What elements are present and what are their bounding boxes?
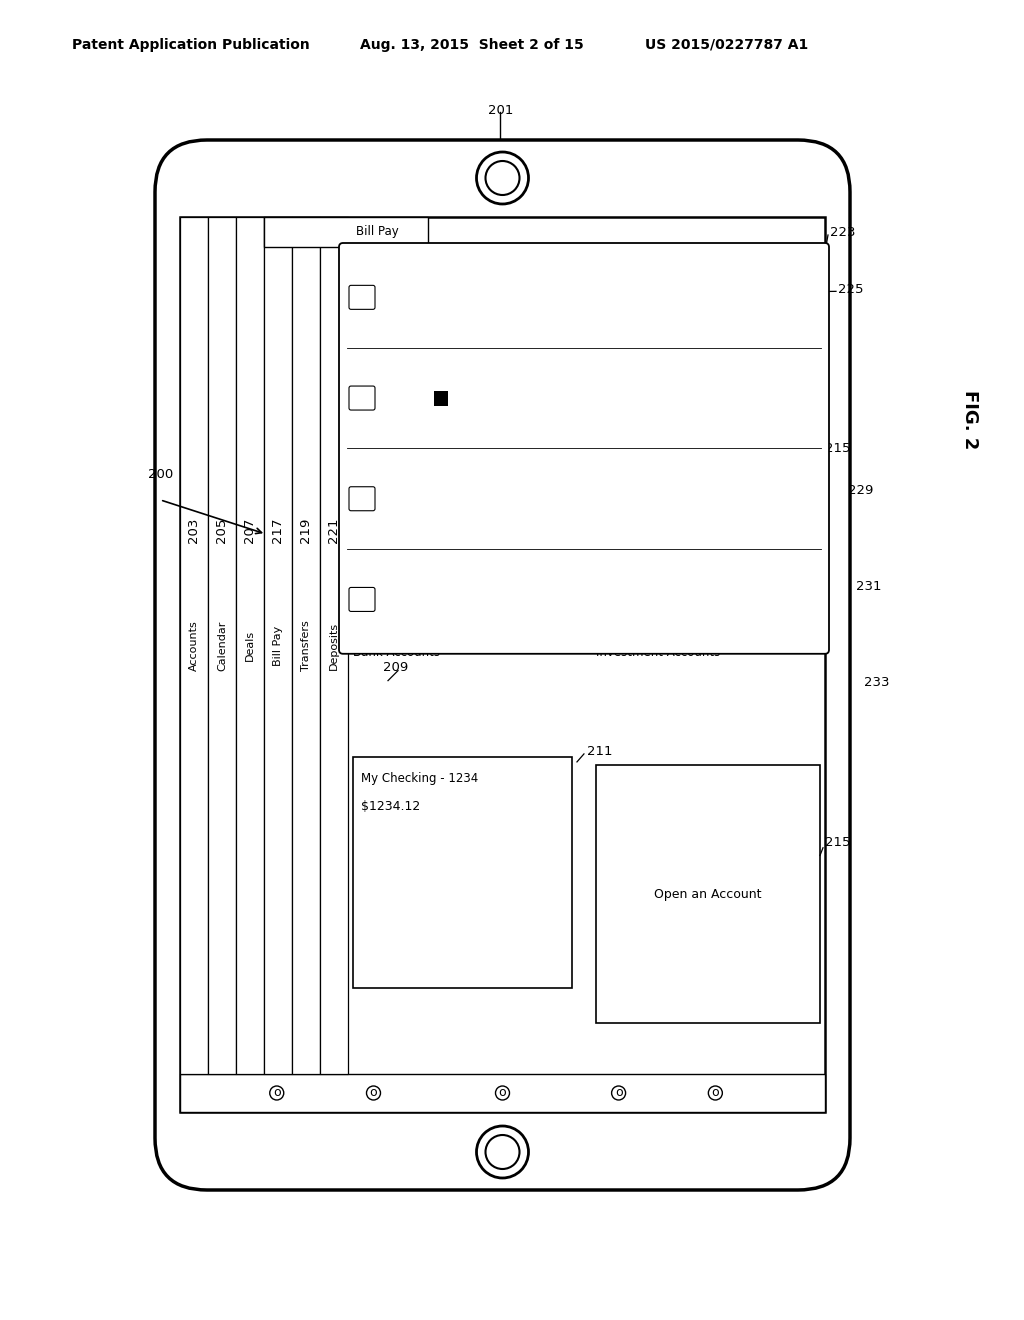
- Text: 219: 219: [299, 517, 312, 543]
- FancyBboxPatch shape: [155, 140, 850, 1191]
- Text: Bill Pay: Bill Pay: [273, 626, 283, 665]
- Text: View Scheduled Payments (1): View Scheduled Payments (1): [379, 494, 541, 504]
- Text: Open an Account: Open an Account: [532, 494, 640, 507]
- Circle shape: [476, 152, 528, 205]
- Text: 221: 221: [328, 517, 341, 543]
- Circle shape: [485, 1135, 519, 1170]
- Text: Accounts: Accounts: [189, 620, 199, 671]
- Text: 209: 209: [383, 661, 409, 675]
- Text: o: o: [712, 1086, 719, 1100]
- Bar: [264, 216, 292, 1074]
- Text: Open an Account: Open an Account: [654, 887, 762, 900]
- Bar: [208, 216, 236, 1074]
- Text: ∧: ∧: [358, 393, 366, 403]
- Text: ∧: ∧: [358, 494, 366, 504]
- FancyBboxPatch shape: [349, 587, 375, 611]
- Bar: [180, 216, 208, 1074]
- Text: Bank Accounts: Bank Accounts: [353, 647, 440, 659]
- Text: ∧: ∧: [358, 594, 366, 605]
- FancyBboxPatch shape: [349, 385, 375, 411]
- Bar: [180, 216, 825, 1111]
- Text: o: o: [273, 1086, 281, 1100]
- Circle shape: [611, 1086, 626, 1100]
- Bar: [353, 756, 572, 989]
- Text: o: o: [614, 1086, 623, 1100]
- Bar: [319, 216, 348, 1074]
- Bar: [434, 391, 449, 407]
- Circle shape: [476, 1126, 528, 1177]
- Bar: [180, 1074, 825, 1111]
- Circle shape: [485, 161, 519, 195]
- Text: Add/Edit Payee To Accounts: Add/Edit Payee To Accounts: [379, 594, 529, 605]
- Text: Deals: Deals: [245, 630, 255, 661]
- Text: 223: 223: [830, 226, 855, 239]
- Text: 207: 207: [244, 517, 256, 543]
- Text: 231: 231: [856, 579, 882, 593]
- Text: Calendar: Calendar: [217, 620, 227, 671]
- Text: My Checking - 1234: My Checking - 1234: [361, 772, 478, 785]
- Text: Deposits: Deposits: [329, 622, 339, 669]
- Text: o: o: [499, 1086, 506, 1100]
- Text: 1: 1: [438, 393, 444, 403]
- Text: Make a Single Payment: Make a Single Payment: [379, 292, 506, 302]
- Bar: [596, 766, 820, 1023]
- Text: o: o: [370, 1086, 377, 1100]
- FancyBboxPatch shape: [349, 285, 375, 309]
- Text: 215: 215: [825, 442, 851, 455]
- Text: Investment Accounts: Investment Accounts: [596, 647, 720, 659]
- Text: Unpaid eBills: Unpaid eBills: [379, 393, 450, 403]
- Text: FIG. 2: FIG. 2: [961, 391, 979, 450]
- Text: 233: 233: [864, 676, 890, 689]
- Circle shape: [269, 1086, 284, 1100]
- FancyBboxPatch shape: [349, 487, 375, 511]
- Bar: [353, 371, 820, 628]
- Text: 215: 215: [825, 836, 851, 849]
- Text: 229: 229: [848, 484, 873, 498]
- Text: 205: 205: [215, 517, 228, 543]
- Bar: [264, 216, 428, 247]
- Text: Aug. 13, 2015  Sheet 2 of 15: Aug. 13, 2015 Sheet 2 of 15: [360, 38, 584, 51]
- Text: ∧: ∧: [358, 292, 366, 302]
- Circle shape: [496, 1086, 510, 1100]
- Text: $1234.12: $1234.12: [361, 800, 420, 813]
- Text: 227: 227: [516, 636, 542, 649]
- Text: US 2015/0227787 A1: US 2015/0227787 A1: [645, 38, 808, 51]
- Text: Bill Pay: Bill Pay: [356, 226, 398, 239]
- Circle shape: [709, 1086, 722, 1100]
- Circle shape: [367, 1086, 381, 1100]
- Text: Transfers: Transfers: [301, 620, 311, 671]
- Text: 217: 217: [271, 517, 285, 543]
- Text: 211: 211: [587, 746, 612, 759]
- Text: 225: 225: [838, 282, 863, 296]
- Text: Patent Application Publication: Patent Application Publication: [72, 38, 309, 51]
- Bar: [236, 216, 264, 1074]
- Text: 200: 200: [148, 467, 173, 480]
- Text: 201: 201: [488, 103, 513, 116]
- Text: 203: 203: [187, 517, 201, 543]
- Bar: [292, 216, 319, 1074]
- FancyBboxPatch shape: [339, 243, 829, 653]
